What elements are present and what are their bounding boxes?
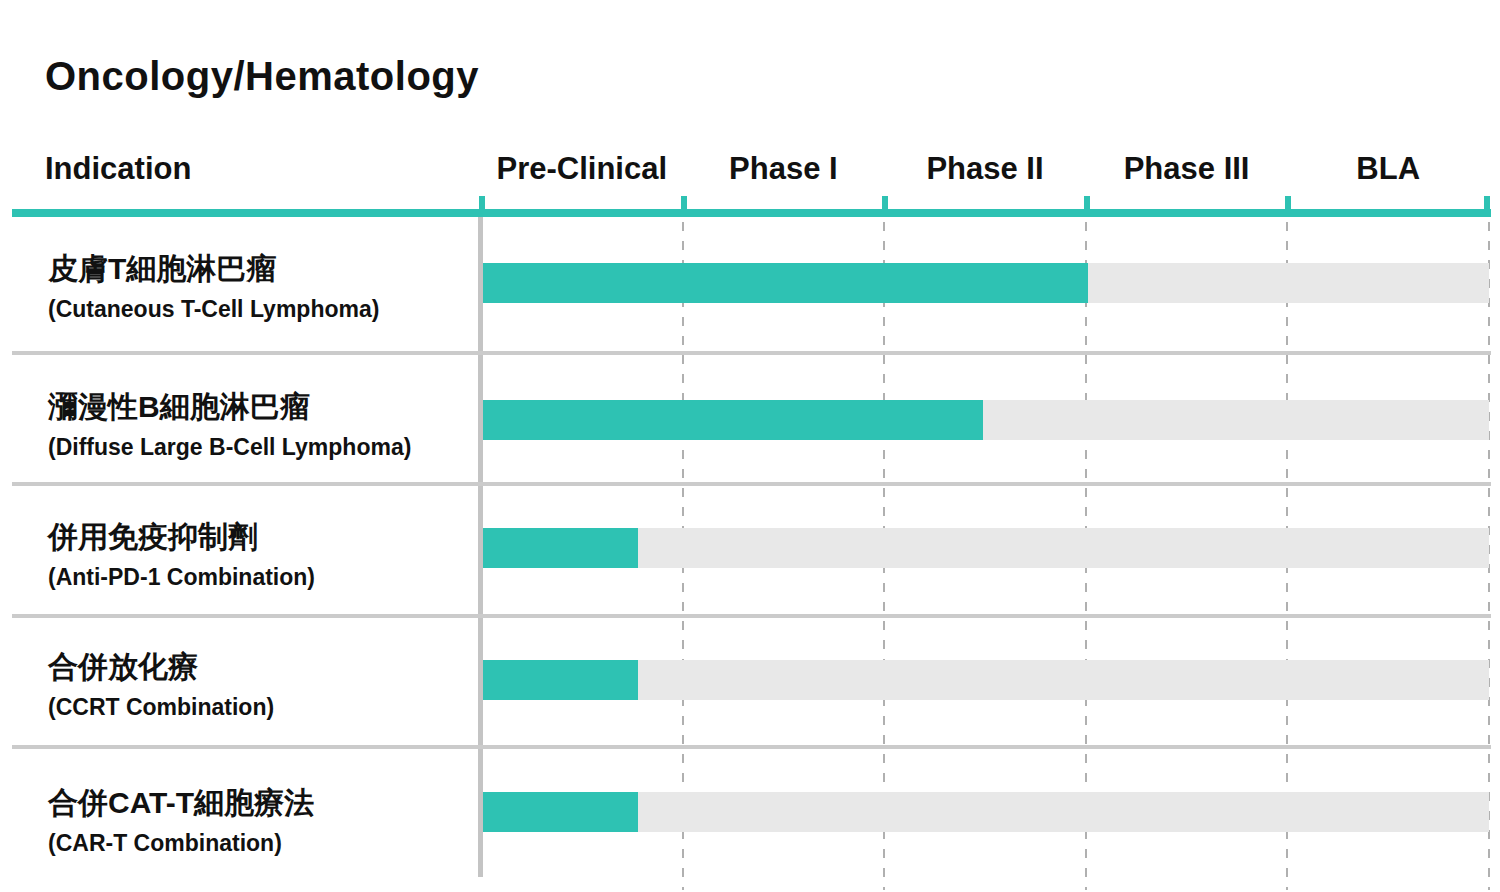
indication-name-zh: 皮膚T細胞淋巴瘤	[48, 250, 379, 288]
progress-track	[483, 792, 1489, 832]
progress-track	[483, 263, 1489, 303]
progress-track	[483, 660, 1489, 700]
progress-track	[483, 400, 1489, 440]
column-header-phase: BLA	[1287, 151, 1489, 191]
page-title: Oncology/Hematology	[45, 54, 479, 99]
progress-track	[483, 528, 1489, 568]
header-tick	[1484, 196, 1490, 209]
row-label: 瀰漫性B細胞淋巴瘤 (Diffuse Large B-Cell Lymphoma)	[48, 388, 411, 462]
progress-fill	[483, 660, 638, 700]
row-label: 皮膚T細胞淋巴瘤 (Cutaneous T-Cell Lymphoma)	[48, 250, 379, 324]
indication-name-en: (Cutaneous T-Cell Lymphoma)	[48, 294, 379, 324]
progress-fill	[483, 528, 638, 568]
indication-name-zh: 合併放化療	[48, 648, 274, 686]
column-header-indication: Indication	[45, 151, 191, 191]
progress-fill	[483, 400, 983, 440]
header-tick	[1285, 196, 1291, 209]
indication-name-en: (Diffuse Large B-Cell Lymphoma)	[48, 432, 411, 462]
pipeline-chart: Oncology/Hematology Indication Pre-Clini…	[0, 0, 1500, 892]
column-header-phase: Pre-Clinical	[481, 151, 683, 191]
row-separator	[12, 482, 1491, 486]
row-label: 合併CAT-T細胞療法 (CAR-T Combination)	[48, 784, 314, 858]
column-header-phase: Phase I	[683, 151, 885, 191]
indication-name-en: (Anti-PD-1 Combination)	[48, 562, 315, 592]
row-separator	[12, 351, 1491, 355]
indication-name-zh: 併用免疫抑制劑	[48, 518, 315, 556]
column-header-phase: Phase II	[884, 151, 1086, 191]
header-tick	[882, 196, 888, 209]
header-tick	[1084, 196, 1090, 209]
progress-fill	[483, 792, 638, 832]
header-tick	[681, 196, 687, 209]
header-tick	[479, 196, 485, 209]
row-label: 合併放化療 (CCRT Combination)	[48, 648, 274, 722]
row-separator	[12, 745, 1491, 749]
progress-fill	[483, 263, 1088, 303]
row-separator	[12, 614, 1491, 618]
indication-name-zh: 瀰漫性B細胞淋巴瘤	[48, 388, 411, 426]
indication-name-en: (CAR-T Combination)	[48, 828, 314, 858]
indication-name-zh: 合併CAT-T細胞療法	[48, 784, 314, 822]
row-label: 併用免疫抑制劑 (Anti-PD-1 Combination)	[48, 518, 315, 592]
column-header-phase: Phase III	[1086, 151, 1288, 191]
header-rule	[12, 209, 1491, 217]
indication-name-en: (CCRT Combination)	[48, 692, 274, 722]
